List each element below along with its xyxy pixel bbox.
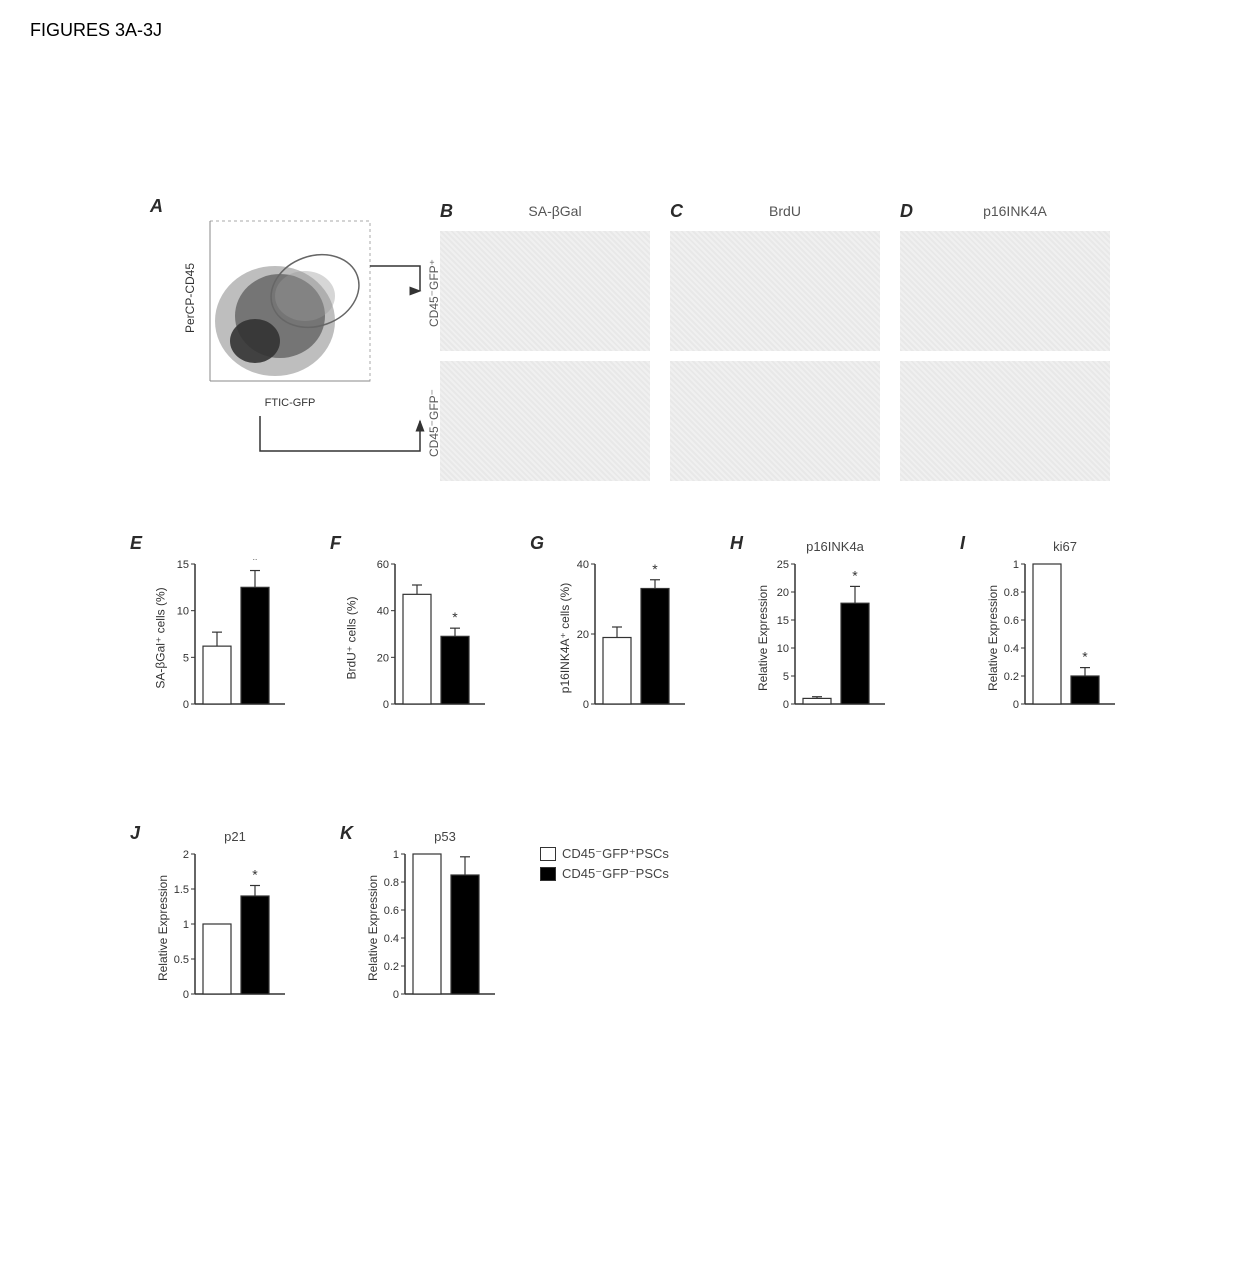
legend-item-1: CD45⁻GFP⁻PSCs [540, 866, 669, 882]
col-b-title: SA-βGal [480, 203, 630, 219]
micrograph-c-row1 [670, 231, 880, 351]
chart-H-title: p16INK4a [806, 539, 864, 554]
svg-text:0.6: 0.6 [384, 905, 399, 917]
facs-svg: FTIC-GFP [180, 211, 380, 431]
svg-text:*: * [252, 867, 258, 883]
chart-I-title: ki67 [1053, 539, 1077, 554]
svg-text:40: 40 [377, 606, 389, 618]
svg-text:0.5: 0.5 [174, 954, 189, 966]
micrograph-c-row2 [670, 361, 880, 481]
svg-text:0.4: 0.4 [1004, 643, 1019, 655]
svg-text:15: 15 [777, 615, 789, 627]
facs-xlabel: FTIC-GFP [265, 397, 316, 409]
panel-J-label: J [130, 823, 140, 844]
svg-text:20: 20 [377, 652, 389, 664]
svg-text:1.5: 1.5 [174, 884, 189, 896]
row-gfp-neg-label: CD45⁻GFP⁻ [427, 389, 441, 457]
legend-label-1: CD45⁻GFP⁻PSCs [562, 866, 669, 882]
panel-b-label: B [440, 201, 453, 222]
svg-text:0: 0 [183, 989, 189, 1001]
row-gfp-pos-label: CD45⁻GFP⁺ [427, 259, 441, 327]
chart-F-ylabel: BrdU⁺ cells (%) [345, 596, 359, 679]
svg-text:10: 10 [777, 643, 789, 655]
chart-I: Iki67Relative Expression00.20.40.60.81* [970, 541, 1140, 751]
legend-label-0: CD45⁻GFP⁺PSCs [562, 846, 669, 862]
svg-text:0.2: 0.2 [1004, 671, 1019, 683]
svg-text:*: * [652, 561, 658, 577]
chart-K-title: p53 [434, 829, 456, 844]
panel-c-label: C [670, 201, 683, 222]
panel-a-label: A [150, 196, 163, 217]
legend: CD45⁻GFP⁺PSCs CD45⁻GFP⁻PSCs [540, 846, 669, 886]
svg-text:0.4: 0.4 [384, 933, 399, 945]
panel-a-plot: FTIC-GFP PerCP-CD45 [180, 211, 380, 411]
chart-H: Hp16INK4aRelative Expression0510152025* [740, 541, 910, 751]
chart-H-svg: 0 5 10 15 20 25 * [760, 559, 910, 739]
svg-text:1: 1 [393, 849, 399, 861]
panel-K-label: K [340, 823, 353, 844]
svg-text:0.8: 0.8 [1004, 587, 1019, 599]
page-title: FIGURES 3A-3J [30, 20, 1220, 41]
legend-box-1 [540, 867, 556, 881]
svg-text:20: 20 [577, 629, 589, 641]
svg-text:1: 1 [1013, 559, 1019, 571]
micrograph-b-row1 [440, 231, 650, 351]
svg-text:1: 1 [183, 919, 189, 931]
svg-text:*: * [1082, 649, 1088, 665]
chart-K-svg: 0 0.2 0.4 0.6 0.8 1 [370, 849, 520, 1029]
chart-F: FBrdU⁺ cells (%)0204060* [340, 541, 510, 751]
svg-text:0: 0 [393, 989, 399, 1001]
svg-text:20: 20 [777, 587, 789, 599]
svg-text:0.2: 0.2 [384, 961, 399, 973]
svg-text:0: 0 [183, 699, 189, 711]
svg-text:*: * [452, 609, 458, 625]
svg-text:0: 0 [1013, 699, 1019, 711]
chart-G-svg: 0 20 40 * [560, 559, 710, 739]
chart-J-svg: 0 0.5 1 1.5 2 * [160, 849, 310, 1029]
svg-text:0: 0 [383, 699, 389, 711]
svg-text:10: 10 [177, 606, 189, 618]
micrograph-b-row2 [440, 361, 650, 481]
svg-text:*: * [852, 567, 858, 583]
panel-d-label: D [900, 201, 913, 222]
chart-K: Kp53Relative Expression00.20.40.60.81 [350, 831, 520, 1041]
col-c-title: BrdU [710, 203, 860, 219]
svg-text:0.6: 0.6 [1004, 615, 1019, 627]
svg-text:40: 40 [577, 559, 589, 571]
chart-E-svg: 0 5 10 15 * [160, 559, 310, 739]
facs-ylabel: PerCP-CD45 [183, 263, 197, 333]
panel-I-label: I [960, 533, 965, 554]
col-d-title: p16INK4A [940, 203, 1090, 219]
micrograph-d-row1 [900, 231, 1110, 351]
svg-text:0.8: 0.8 [384, 877, 399, 889]
panel-G-label: G [530, 533, 544, 554]
svg-text:*: * [252, 559, 258, 568]
svg-text:5: 5 [783, 671, 789, 683]
chart-G: Gp16INK4A⁺ cells (%)02040* [540, 541, 710, 751]
svg-text:2: 2 [183, 849, 189, 861]
panel-F-label: F [330, 533, 341, 554]
legend-box-0 [540, 847, 556, 861]
chart-J-title: p21 [224, 829, 246, 844]
chart-I-svg: 0 0.2 0.4 0.6 0.8 1 * [990, 559, 1140, 739]
svg-text:25: 25 [777, 559, 789, 571]
panel-H-label: H [730, 533, 743, 554]
panel-E-label: E [130, 533, 142, 554]
micrograph-d-row2 [900, 361, 1110, 481]
svg-text:15: 15 [177, 559, 189, 571]
svg-text:60: 60 [377, 559, 389, 571]
chart-E: ESA-βGal⁺ cells (%)051015* [140, 541, 310, 751]
svg-text:0: 0 [783, 699, 789, 711]
chart-F-svg: 0 20 40 60 * [360, 559, 510, 739]
svg-text:5: 5 [183, 652, 189, 664]
svg-text:0: 0 [583, 699, 589, 711]
legend-item-0: CD45⁻GFP⁺PSCs [540, 846, 669, 862]
figure-container: A FTIC-GFP PerCP-CD45 [90, 71, 1190, 1171]
chart-J: Jp21Relative Expression00.511.52* [140, 831, 310, 1041]
